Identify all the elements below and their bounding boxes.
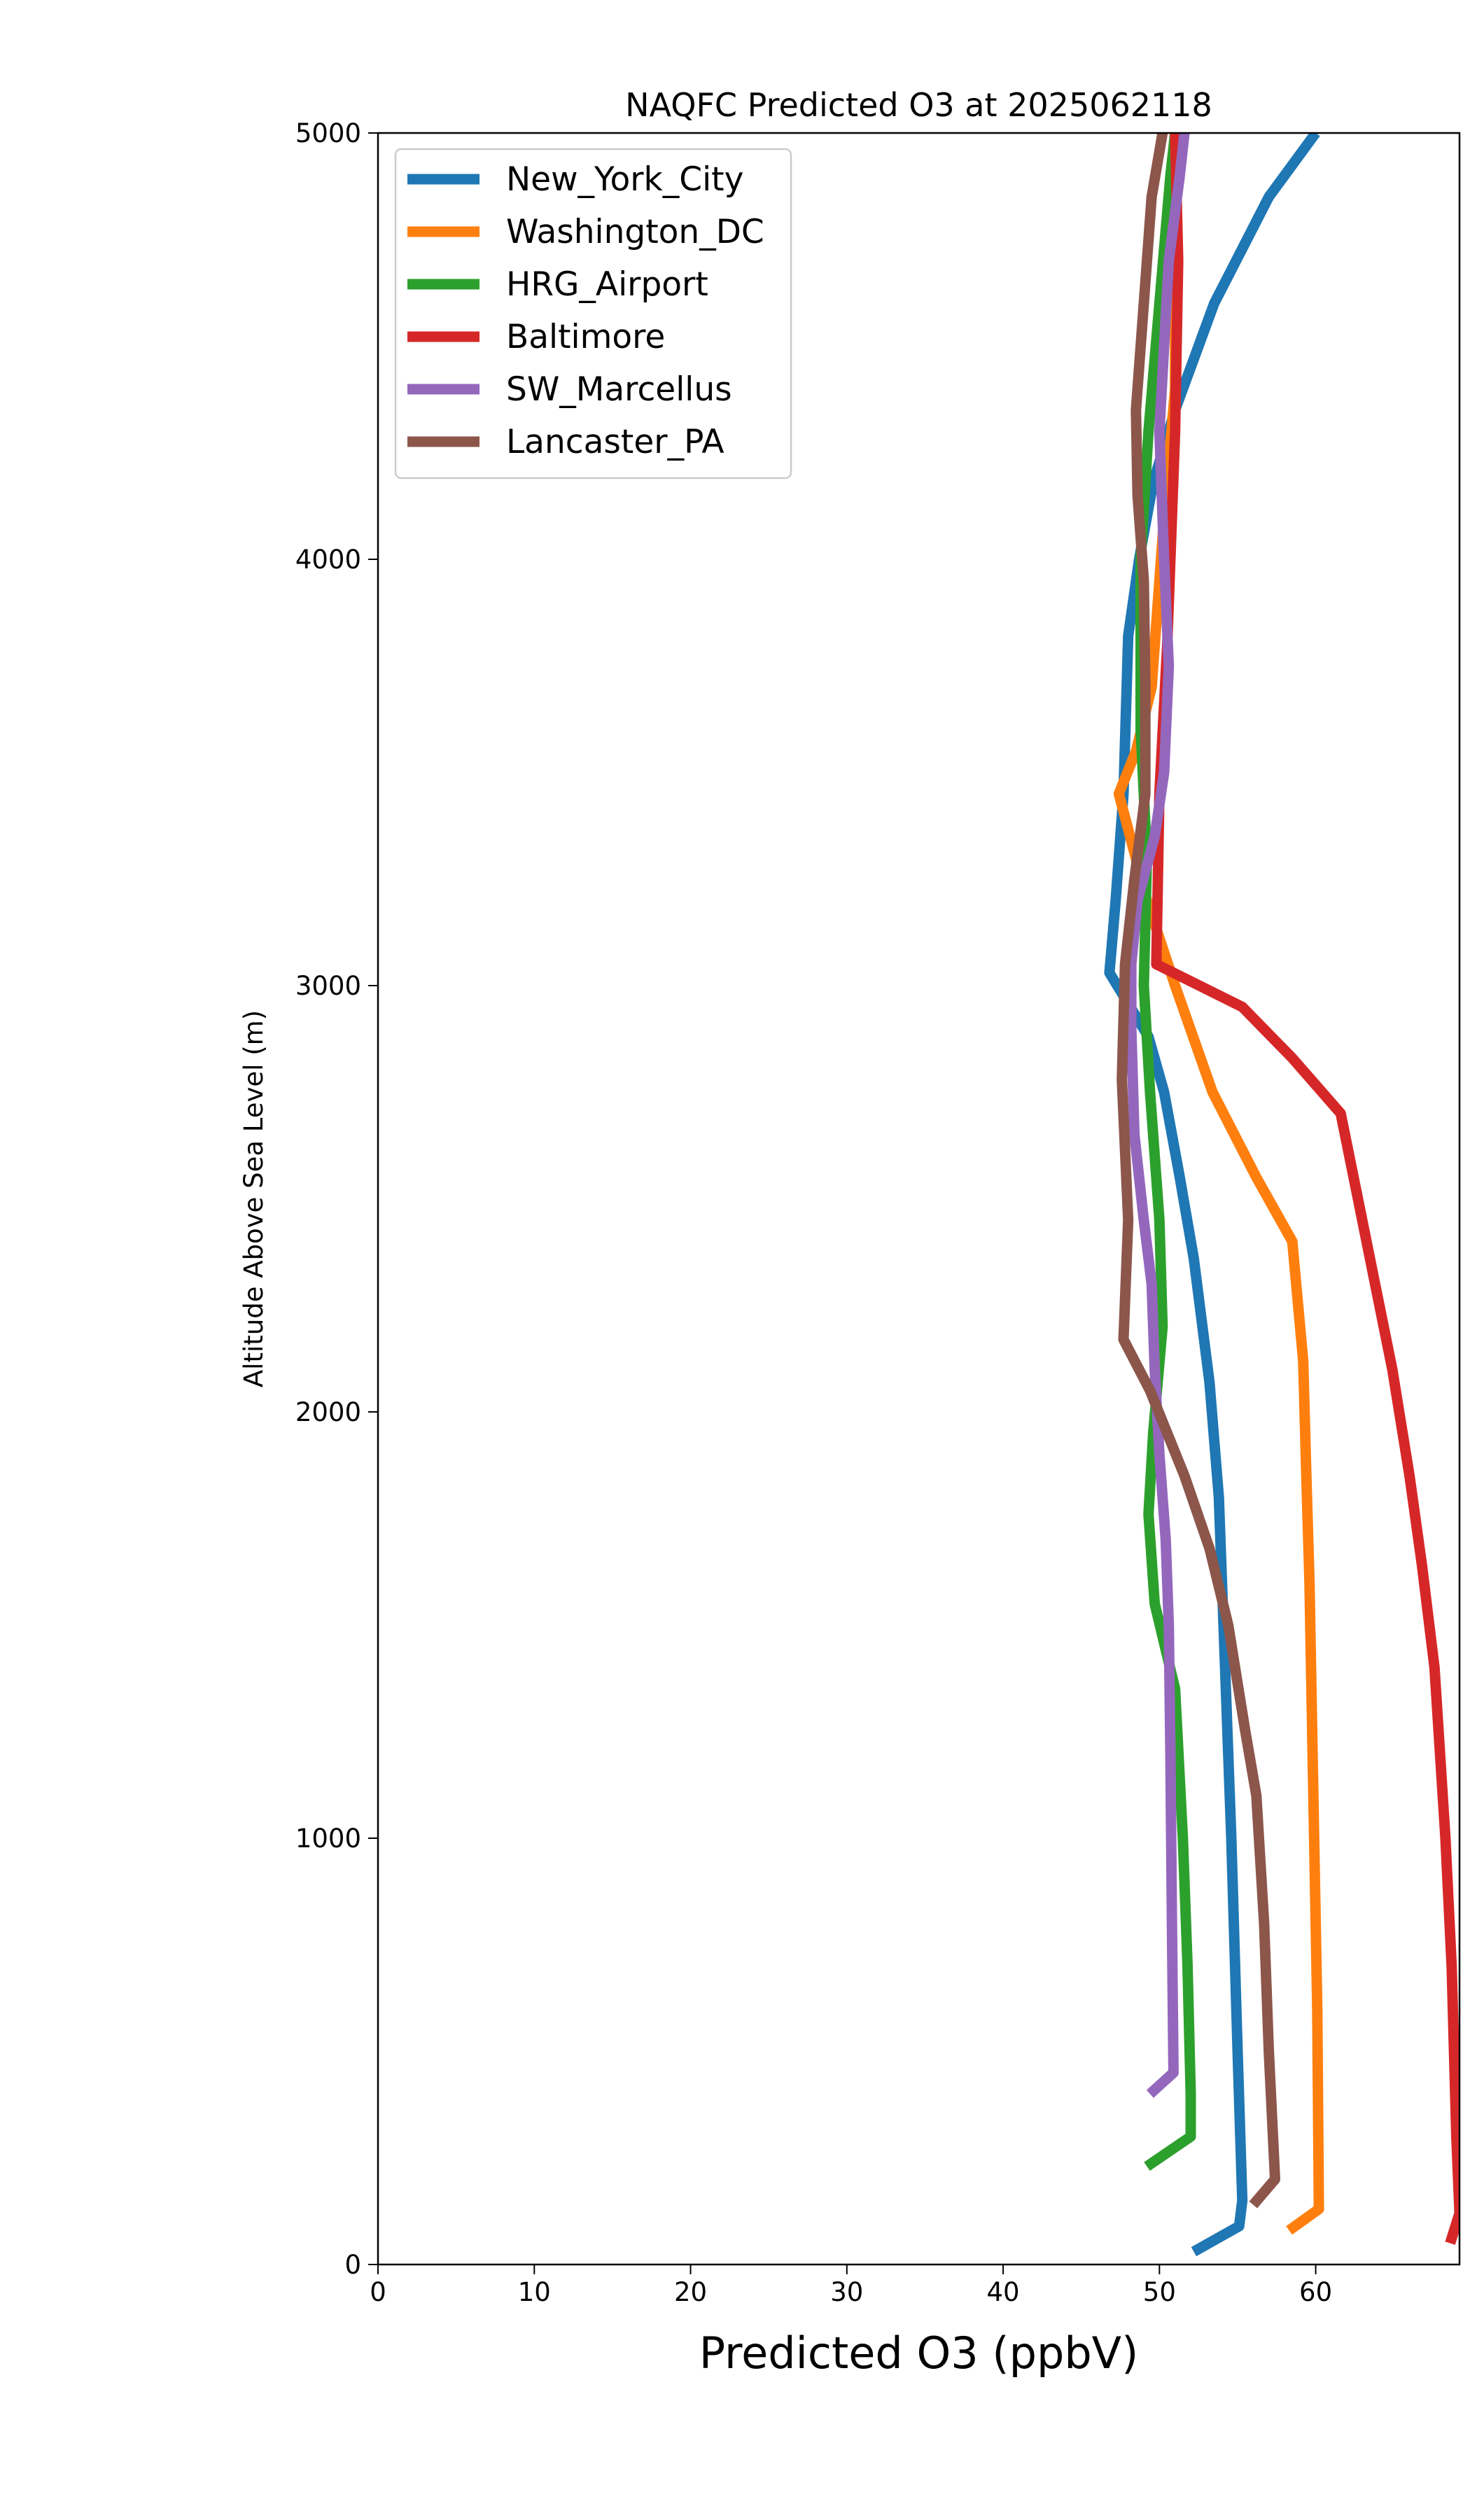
x-tick-label: 0 <box>370 2277 386 2307</box>
legend: New_York_City Washington_DC HRG_Airport Bal… <box>394 148 792 479</box>
legend-label: Baltimore <box>506 318 665 356</box>
x-axis-label: Predicted O3 (ppbV) <box>699 2328 1139 2379</box>
legend-label: Lancaster_PA <box>506 423 724 461</box>
legend-box <box>394 148 792 479</box>
legend-label: Washington_DC <box>506 213 764 251</box>
series-line-lancaster-pa <box>1116 133 1280 2208</box>
y-tick-label: 0 <box>344 2250 361 2280</box>
y-tick-label: 2000 <box>295 1397 361 1427</box>
series-layer <box>1104 133 1460 2257</box>
y-tick-label: 4000 <box>295 545 361 575</box>
x-tick-label: 30 <box>830 2277 863 2307</box>
series-line-hrg-airport <box>1135 133 1196 2171</box>
x-tick-label: 10 <box>518 2277 551 2307</box>
chart-title: NAQFC Predicted O3 at 2025062118 <box>625 86 1212 124</box>
y-tick-label: 5000 <box>295 118 361 148</box>
plot-frame <box>377 132 1461 2266</box>
x-tick-label: 50 <box>1143 2277 1176 2307</box>
x-tick-label: 40 <box>987 2277 1020 2307</box>
legend-label: SW_Marcellus <box>506 370 732 409</box>
x-tick-label: 20 <box>674 2277 707 2307</box>
y-tick-label: 1000 <box>295 1823 361 1854</box>
x-tick-label: 60 <box>1299 2277 1332 2307</box>
y-tick-label: 3000 <box>295 971 361 1001</box>
legend-label: New_York_City <box>506 160 743 199</box>
series-lines <box>1104 133 1460 2257</box>
y-axis-label: Altitude Above Sea Level (m) <box>239 1010 269 1387</box>
axes-layer: 0 10 20 30 40 50 60 0 1000 2000 3000 4000 5000 <box>295 118 1332 2307</box>
legend-label: HRG_Airport <box>506 265 708 304</box>
series-line-sw-marcellus <box>1126 133 1190 2098</box>
